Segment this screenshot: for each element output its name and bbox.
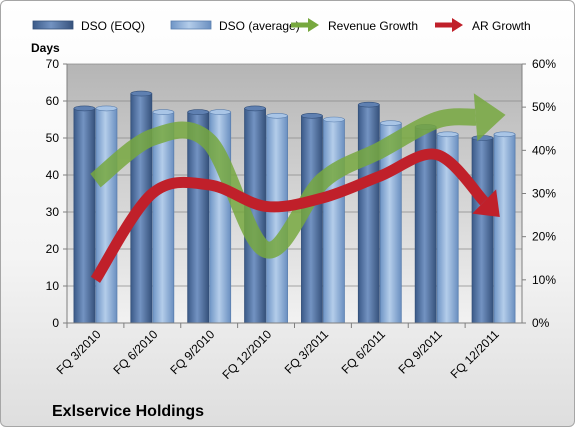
right-tick-label-2: 20% <box>532 230 556 244</box>
right-tick-label-1: 10% <box>532 273 556 287</box>
left-tick-label-0: 0 <box>52 316 59 330</box>
legend-label-dso-eoq: DSO (EOQ) <box>81 19 145 33</box>
bar-top-dso-eoq-1 <box>130 90 153 97</box>
bar-dso-average-4 <box>323 119 345 324</box>
bar-top-dso-eoq-4 <box>301 113 323 119</box>
bar-dso-eoq-0 <box>73 108 96 324</box>
lines-group <box>90 93 506 283</box>
legend-swatch-dso-eoq <box>32 20 74 30</box>
left-axis-ticks: 0 10 20 30 40 50 60 70 <box>46 57 67 330</box>
bar-dso-eoq-7 <box>471 137 494 324</box>
left-tick-label-1: 10 <box>46 279 60 293</box>
legend-label-ar-growth: AR Growth <box>472 19 531 33</box>
x-tick-label-5: FQ 6/2011 <box>339 327 389 377</box>
x-tick-label-7: FQ 12/2011 <box>448 327 502 381</box>
left-tick-label-5: 50 <box>46 131 60 145</box>
left-axis-title: Days <box>31 41 60 55</box>
right-tick-label-4: 40% <box>532 143 556 157</box>
bar-top-dso-eoq-2 <box>187 109 209 115</box>
arrowhead-revenue-growth <box>473 93 506 142</box>
line-ar-growth <box>90 148 489 283</box>
left-tick-label-3: 30 <box>46 205 60 219</box>
legend-arrow-ar-growth <box>435 18 463 32</box>
legend-label-dso-average: DSO (average) <box>219 19 300 33</box>
bar-top-dso-average-1 <box>152 109 175 115</box>
x-tick-label-6: FQ 9/2011 <box>395 327 445 377</box>
bar-top-dso-average-0 <box>95 105 118 112</box>
bar-top-dso-average-6 <box>436 131 459 138</box>
bar-top-dso-eoq-0 <box>73 105 96 112</box>
left-tick-label-6: 60 <box>46 94 60 108</box>
company-label: Exlservice Holdings <box>52 403 204 420</box>
bar-top-dso-average-5 <box>380 120 402 126</box>
left-tick-label-2: 20 <box>46 242 60 256</box>
right-tick-label-6: 60% <box>532 57 556 71</box>
bar-top-dso-average-3 <box>266 113 288 119</box>
x-axis-ticks: FQ 3/2010 FQ 6/2010 FQ 9/2010 FQ 12/2010 FQ … <box>54 323 502 382</box>
right-tick-label-3: 30% <box>532 187 556 201</box>
x-tick-label-3: FQ 12/2010 <box>219 327 274 382</box>
bar-dso-average-0 <box>95 108 118 324</box>
bar-top-dso-average-4 <box>323 116 345 123</box>
legend-arrow-revenue-growth <box>291 18 319 32</box>
right-tick-label-0: 0% <box>532 316 550 330</box>
arrowhead-ar-growth <box>472 189 500 217</box>
right-tick-label-5: 50% <box>532 100 556 114</box>
x-tick-label-0: FQ 3/2010 <box>54 327 104 377</box>
x-tick-label-4: FQ 3/2011 <box>282 327 332 377</box>
bar-top-dso-eoq-5 <box>358 101 380 108</box>
bar-top-dso-average-2 <box>209 109 231 115</box>
legend-label-revenue-growth: Revenue Growth <box>328 19 418 33</box>
bar-dso-average-7 <box>493 133 516 324</box>
bar-top-dso-average-7 <box>493 131 516 138</box>
bar-dso-eoq-5 <box>357 104 380 324</box>
legend-swatch-dso-average <box>170 20 212 30</box>
bar-dso-average-3 <box>266 115 288 324</box>
line-revenue-growth <box>90 108 477 259</box>
bar-top-dso-eoq-3 <box>244 105 266 112</box>
legend: DSO (EOQ) DSO (average) Revenue Growth A… <box>32 18 531 33</box>
x-tick-label-1: FQ 6/2010 <box>110 327 160 377</box>
left-tick-label-7: 70 <box>46 57 60 71</box>
right-axis-ticks: 0% 10% 20% 30% 40% 50% 60% <box>522 57 556 330</box>
left-tick-label-4: 40 <box>46 168 60 182</box>
x-tick-label-2: FQ 9/2010 <box>167 327 217 377</box>
